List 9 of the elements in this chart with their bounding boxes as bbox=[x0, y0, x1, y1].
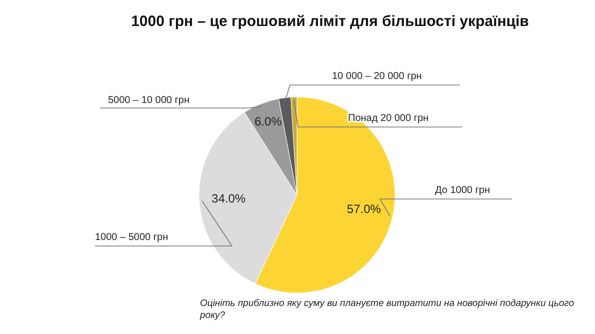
chart-title: 1000 грн – це грошовий ліміт для більшості українців bbox=[131, 13, 529, 30]
slice-label: 1000 – 5000 грн bbox=[95, 232, 168, 243]
data-label: 57.0% bbox=[346, 202, 382, 216]
text: Оцініть приблизно яку суму ви плануєте витратити на новорічні подарунки цього року? bbox=[199, 298, 574, 321]
slice-label: До 1000 грн bbox=[435, 185, 490, 196]
slice-label: 5000 – 10 000 грн bbox=[108, 95, 190, 106]
data-label: 34.0% bbox=[212, 191, 246, 206]
data-label: 6.0% bbox=[254, 114, 282, 128]
slice-label: 10 000 – 20 000 грн bbox=[332, 71, 422, 82]
